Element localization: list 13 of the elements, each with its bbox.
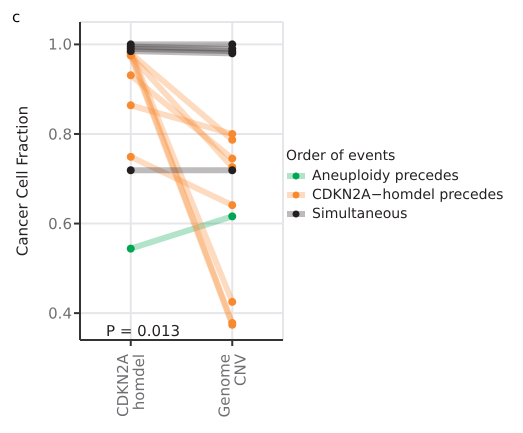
y-axis-title: Cancer Cell Fraction bbox=[13, 106, 32, 256]
legend-label: Aneuploidy precedes bbox=[312, 168, 459, 184]
legend-label: CDKN2A−homdel precedes bbox=[312, 186, 504, 202]
legend-title: Order of events bbox=[286, 148, 396, 164]
x-tick-label: CDKN2A homdel bbox=[114, 353, 148, 417]
y-tick-label: 0.6 bbox=[48, 214, 72, 233]
y-tick-label: 0.4 bbox=[48, 304, 72, 322]
y-tick-label: 1.0 bbox=[48, 36, 72, 54]
text: c bbox=[12, 8, 20, 26]
legend-label: Simultaneous bbox=[312, 206, 408, 222]
annotation: P = 0.013 bbox=[106, 322, 180, 340]
y-tick-label: 0.8 bbox=[48, 125, 72, 144]
x-tick-label: Genome CNV bbox=[215, 353, 250, 418]
